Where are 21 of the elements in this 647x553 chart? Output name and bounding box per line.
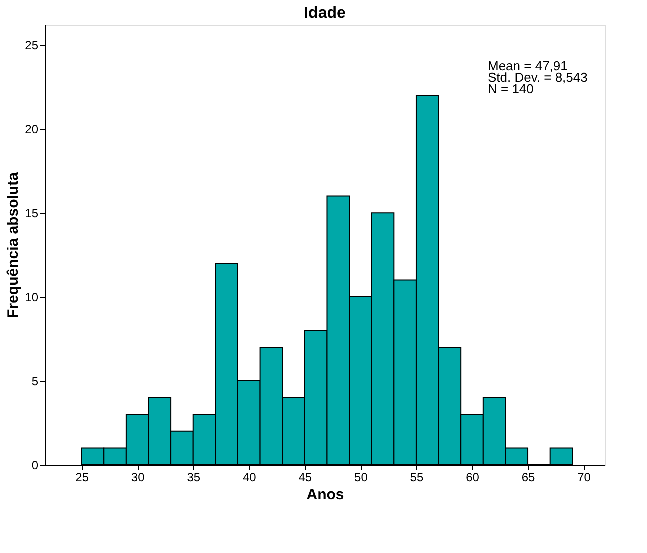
annotation: Mean = 47,91 xyxy=(488,58,568,74)
chart-title: Idade xyxy=(304,5,346,22)
x-tick-label: 50 xyxy=(354,470,368,484)
y-tick-label: 0 xyxy=(32,458,39,472)
x-tick-label: 45 xyxy=(298,470,312,484)
x-tick-label: 60 xyxy=(466,470,480,484)
x-tick-label: 40 xyxy=(242,470,257,484)
annotation: N = 140 xyxy=(488,81,534,96)
x-tick-label: 25 xyxy=(76,470,90,484)
x-tick-label: 55 xyxy=(410,470,424,484)
y-tick-label: 5 xyxy=(32,374,39,389)
y-tick-label: 25 xyxy=(25,38,39,53)
x-tick-label: 65 xyxy=(522,470,536,484)
y-tick-label: 10 xyxy=(25,290,39,305)
y-tick-label: 15 xyxy=(25,206,39,221)
y-axis-title: Frequência absoluta xyxy=(5,172,22,318)
x-tick-label: 30 xyxy=(131,470,146,484)
y-tick-label: 20 xyxy=(25,122,39,137)
x-tick-label: 35 xyxy=(187,470,201,484)
x-axis-title: Anos xyxy=(306,486,344,504)
x-tick-label: 70 xyxy=(578,470,592,484)
